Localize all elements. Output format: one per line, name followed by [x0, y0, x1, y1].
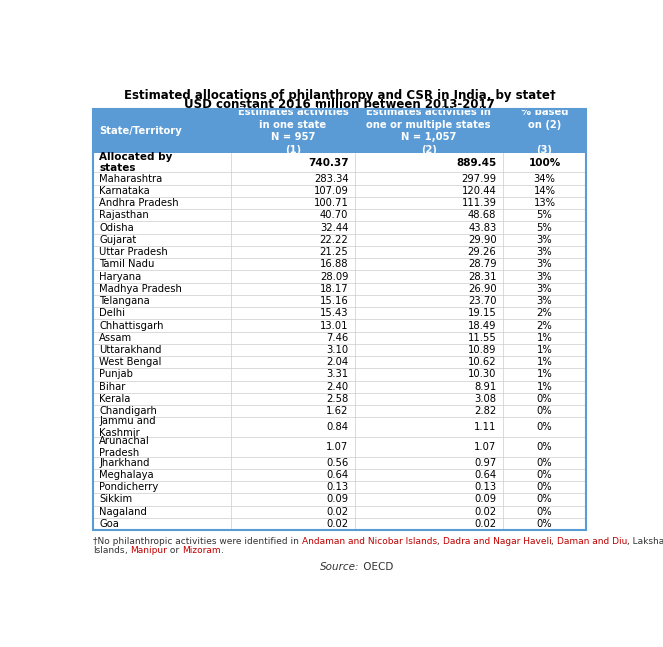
Text: 18.49: 18.49 [468, 320, 497, 331]
Text: 0.64: 0.64 [474, 470, 497, 480]
Text: Source:: Source: [320, 562, 359, 572]
FancyBboxPatch shape [93, 246, 587, 258]
Text: 29.90: 29.90 [468, 235, 497, 245]
Text: Dadra and Nagar Haveli: Dadra and Nagar Haveli [443, 537, 552, 546]
Text: Islands: Islands [93, 546, 125, 555]
Text: 3%: 3% [536, 247, 552, 257]
Text: 32.44: 32.44 [320, 223, 349, 232]
Text: 3%: 3% [536, 235, 552, 245]
Text: Jammu and
Kashmir: Jammu and Kashmir [99, 416, 156, 438]
Text: 15.43: 15.43 [320, 308, 349, 318]
FancyBboxPatch shape [93, 405, 587, 417]
Text: Bihar: Bihar [99, 382, 126, 391]
Text: 3%: 3% [536, 272, 552, 281]
Text: 100.71: 100.71 [314, 198, 349, 208]
Text: 40.70: 40.70 [320, 210, 349, 221]
Text: 0.97: 0.97 [474, 457, 497, 468]
Text: 1%: 1% [536, 345, 552, 355]
FancyBboxPatch shape [93, 258, 587, 270]
FancyBboxPatch shape [93, 493, 587, 505]
Text: 0%: 0% [536, 406, 552, 416]
FancyBboxPatch shape [93, 469, 587, 481]
Text: 11.55: 11.55 [467, 333, 497, 343]
Text: 5%: 5% [536, 223, 552, 232]
Text: Delhi: Delhi [99, 308, 125, 318]
Text: Uttarakhand: Uttarakhand [99, 345, 162, 355]
FancyBboxPatch shape [93, 295, 587, 307]
Text: 3.10: 3.10 [326, 345, 349, 355]
Text: 2.40: 2.40 [326, 382, 349, 391]
Text: 0%: 0% [536, 470, 552, 480]
FancyBboxPatch shape [93, 283, 587, 295]
Text: †No philanthropic activities were identified in: †No philanthropic activities were identi… [93, 537, 302, 546]
Text: Chhattisgarh: Chhattisgarh [99, 320, 164, 331]
Text: % based
on (2)

(3): % based on (2) (3) [520, 107, 568, 155]
Text: State/Territory: State/Territory [99, 126, 182, 136]
Text: 29.26: 29.26 [467, 247, 497, 257]
FancyBboxPatch shape [93, 518, 587, 530]
Text: 1%: 1% [536, 333, 552, 343]
Text: 10.89: 10.89 [468, 345, 497, 355]
Text: 3%: 3% [536, 259, 552, 269]
Text: 1.11: 1.11 [474, 422, 497, 432]
Text: 2.82: 2.82 [474, 406, 497, 416]
Text: 48.68: 48.68 [468, 210, 497, 221]
Text: 3.08: 3.08 [475, 394, 497, 404]
FancyBboxPatch shape [93, 356, 587, 368]
FancyBboxPatch shape [93, 457, 587, 469]
Text: Goa: Goa [99, 519, 119, 529]
Text: 0.64: 0.64 [326, 470, 349, 480]
Text: ,: , [552, 537, 557, 546]
Text: 28.31: 28.31 [468, 272, 497, 281]
FancyBboxPatch shape [93, 332, 587, 344]
Text: 2%: 2% [536, 320, 552, 331]
Text: 1%: 1% [536, 382, 552, 391]
Text: or: or [167, 546, 182, 555]
Text: Uttar Pradesh: Uttar Pradesh [99, 247, 168, 257]
Text: Tamil Nadu: Tamil Nadu [99, 259, 154, 269]
FancyBboxPatch shape [93, 505, 587, 518]
Text: 297.99: 297.99 [461, 173, 497, 184]
FancyBboxPatch shape [93, 320, 587, 332]
Text: 0%: 0% [536, 519, 552, 529]
Text: 14%: 14% [534, 186, 556, 196]
Text: 0.84: 0.84 [326, 422, 349, 432]
Text: 2.58: 2.58 [326, 394, 349, 404]
Text: 0%: 0% [536, 457, 552, 468]
Text: 111.39: 111.39 [461, 198, 497, 208]
Text: 0%: 0% [536, 442, 552, 452]
Text: Karnataka: Karnataka [99, 186, 150, 196]
Text: 13%: 13% [534, 198, 556, 208]
Text: Nagaland: Nagaland [99, 507, 147, 517]
Text: Arunachal
Pradesh: Arunachal Pradesh [99, 436, 150, 457]
Text: 28.09: 28.09 [320, 272, 349, 281]
Text: Maharashtra: Maharashtra [99, 173, 162, 184]
Text: 100%: 100% [528, 158, 561, 168]
Text: Kerala: Kerala [99, 394, 131, 404]
Text: 120.44: 120.44 [461, 186, 497, 196]
Text: .: . [221, 546, 223, 555]
Text: Gujarat: Gujarat [99, 235, 137, 245]
Text: 23.70: 23.70 [468, 296, 497, 306]
FancyBboxPatch shape [93, 184, 587, 197]
Text: ,: , [437, 537, 443, 546]
Text: 28.79: 28.79 [468, 259, 497, 269]
Text: 0.09: 0.09 [474, 494, 497, 505]
Text: USD constant 2016 million between 2013-2017: USD constant 2016 million between 2013-2… [184, 98, 495, 111]
Text: 3%: 3% [536, 296, 552, 306]
Text: Estimates activities in
one or multiple states
N = 1,057
(2): Estimates activities in one or multiple … [366, 107, 491, 155]
Text: 0.09: 0.09 [326, 494, 349, 505]
Text: 21.25: 21.25 [320, 247, 349, 257]
Text: Estimated allocations of philanthropy and CSR in India, by state†: Estimated allocations of philanthropy an… [124, 89, 556, 102]
Text: Andhra Pradesh: Andhra Pradesh [99, 198, 179, 208]
Text: 7.46: 7.46 [326, 333, 349, 343]
Text: 0.13: 0.13 [326, 482, 349, 492]
Text: Odisha: Odisha [99, 223, 134, 232]
FancyBboxPatch shape [93, 209, 587, 221]
FancyBboxPatch shape [93, 417, 587, 437]
Text: 15.16: 15.16 [320, 296, 349, 306]
Text: Sikkim: Sikkim [99, 494, 133, 505]
FancyBboxPatch shape [93, 153, 587, 173]
Text: Haryana: Haryana [99, 272, 142, 281]
Text: 10.62: 10.62 [468, 357, 497, 367]
